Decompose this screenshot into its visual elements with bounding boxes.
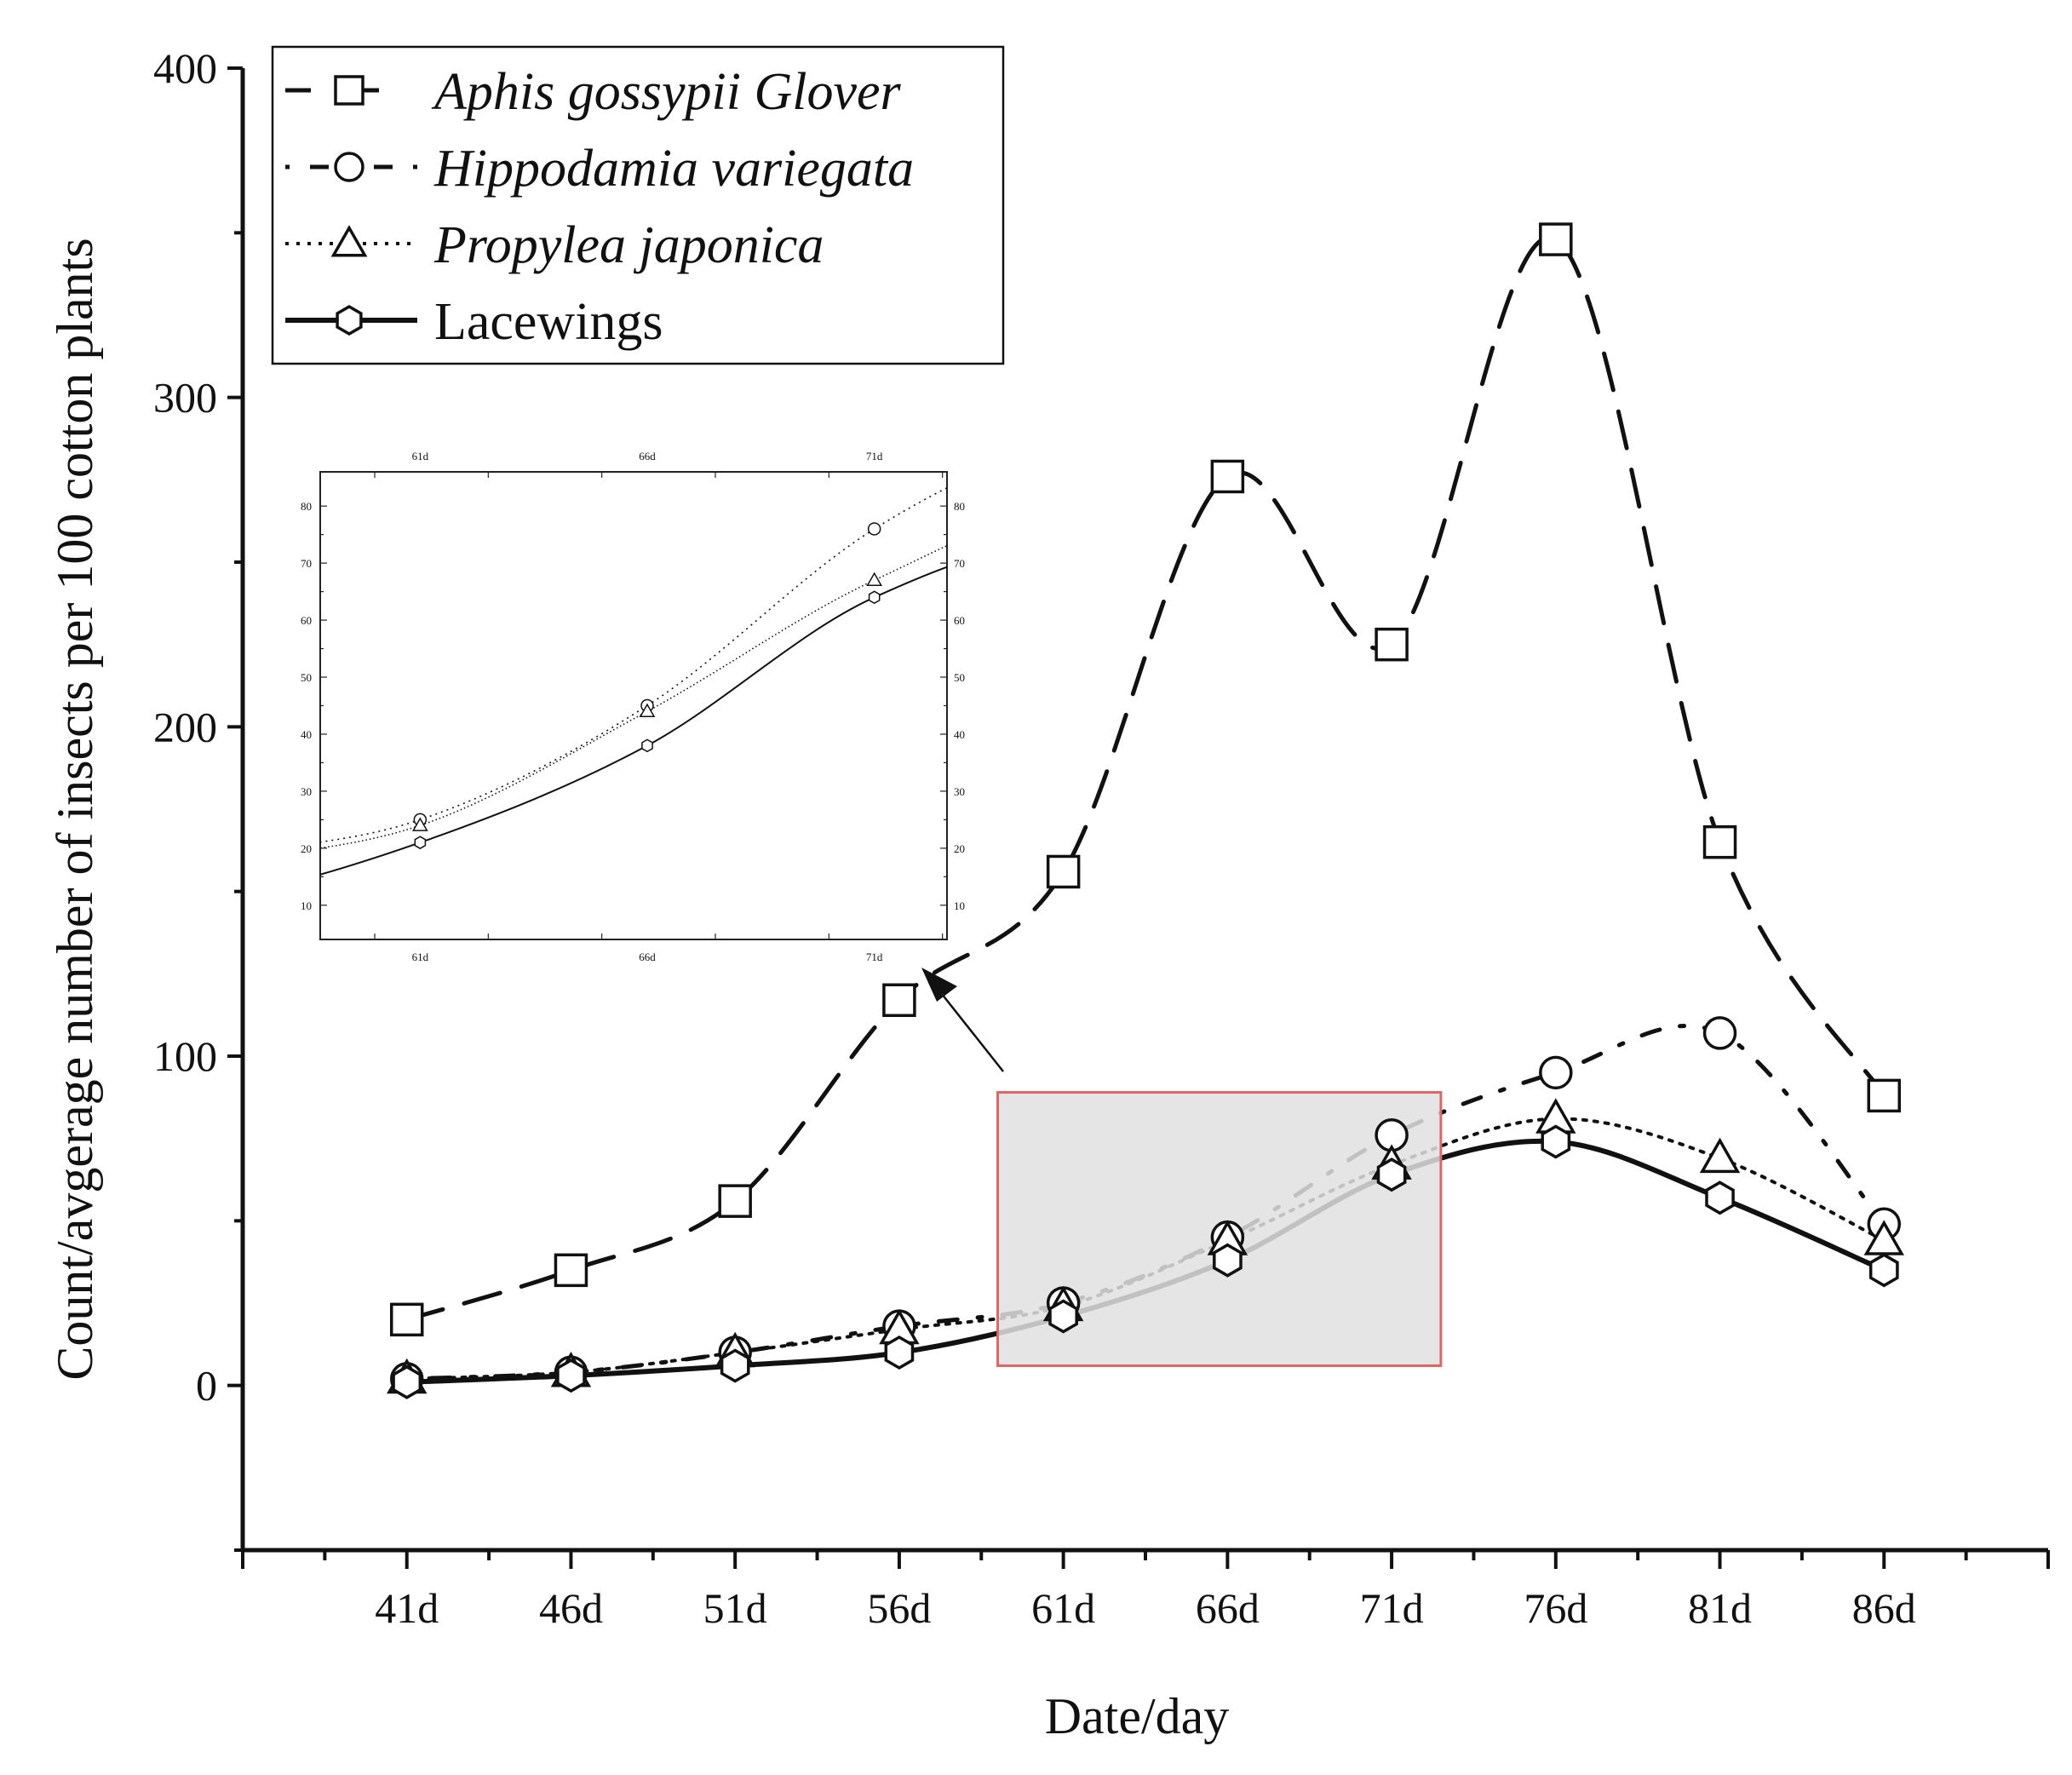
x-tick-label: 51d — [703, 1584, 767, 1632]
inset-point-propylea-japonica-61d — [411, 817, 428, 831]
inset-point-lacewings-71d — [868, 590, 881, 605]
x-tick-label: 56d — [867, 1584, 931, 1632]
inset-y-tick-label-right: 80 — [954, 500, 965, 513]
point-lacewings-46d — [556, 1359, 586, 1393]
inset-x-tick-label: 61d — [412, 951, 429, 963]
main-markers — [387, 222, 1904, 1399]
point-lacewings-66d — [1213, 1243, 1243, 1278]
x-tick-label: 71d — [1360, 1584, 1424, 1632]
legend-marker-hippodamia-variegata — [334, 152, 364, 182]
y-tick-label: 400 — [153, 44, 217, 92]
inset-point-propylea-japonica-66d — [639, 703, 656, 717]
inset-line-lacewings — [320, 566, 947, 876]
x-tick-label: 46d — [539, 1584, 603, 1632]
point-aphis-gossypii-glover-51d — [718, 1184, 752, 1218]
point-aphis-gossypii-glover-56d — [882, 983, 916, 1018]
point-lacewings-86d — [1868, 1253, 1899, 1288]
y-tick-label: 200 — [153, 703, 217, 750]
legend-label-lacewings: Lacewings — [434, 293, 663, 351]
arrow-shaft — [938, 989, 1004, 1072]
inset-x-tick-label: 66d — [639, 951, 656, 963]
zoom-arrow — [921, 968, 1004, 1072]
point-aphis-gossypii-glover-61d — [1046, 854, 1081, 889]
point-aphis-gossypii-glover-71d — [1375, 627, 1409, 662]
point-lacewings-71d — [1376, 1157, 1407, 1192]
point-lacewings-76d — [1541, 1124, 1571, 1159]
inset-point-lacewings-61d — [414, 836, 427, 850]
x-tick-label: 66d — [1196, 1584, 1260, 1632]
point-aphis-gossypii-glover-76d — [1539, 222, 1573, 256]
point-lacewings-51d — [720, 1348, 750, 1383]
inset-y-tick-label-right: 10 — [954, 899, 965, 912]
point-lacewings-41d — [392, 1364, 422, 1399]
inset-y-tick-label: 30 — [301, 785, 312, 798]
inset-curves — [320, 486, 947, 876]
inset-x-tick-label-top: 66d — [639, 450, 656, 462]
inset-y-tick-label: 60 — [301, 614, 312, 627]
point-lacewings-81d — [1705, 1180, 1735, 1215]
inset-y-tick-label: 40 — [301, 728, 312, 741]
x-tick-label: 61d — [1031, 1584, 1095, 1632]
inset-y-tick-label-right: 30 — [954, 785, 965, 798]
point-hippodamia-variegata-76d — [1539, 1055, 1573, 1090]
inset-point-lacewings-66d — [641, 738, 653, 753]
point-propylea-japonica-81d — [1699, 1137, 1741, 1174]
legend-marker-aphis-gossypii-glover — [334, 75, 364, 106]
inset-y-tick-label-right: 40 — [954, 728, 965, 741]
arrow-head — [921, 968, 957, 1002]
inset-y-tick-label: 70 — [301, 557, 312, 570]
inset-y-tick-label-right: 20 — [954, 842, 965, 855]
point-hippodamia-variegata-81d — [1702, 1016, 1737, 1050]
point-aphis-gossypii-glover-86d — [1867, 1078, 1902, 1113]
inset-y-tick-label: 80 — [301, 500, 312, 513]
point-aphis-gossypii-glover-46d — [554, 1253, 588, 1288]
inset-frame — [319, 471, 948, 940]
inset-y-tick-label: 10 — [301, 899, 312, 912]
zoom-inset: 10 10 20 20 30 30 40 40 50 50 60 60 70 70 80 80 61d 61d 66… — [301, 450, 965, 963]
inset-point-hippodamia-variegata-71d — [867, 522, 881, 536]
inset-y-tick-label-right: 60 — [954, 614, 965, 627]
legend-marker-propylea-japonica — [330, 225, 368, 257]
y-tick-label: 100 — [153, 1032, 217, 1080]
x-tick-label: 86d — [1852, 1584, 1916, 1632]
x-tick-label: 76d — [1524, 1584, 1587, 1632]
inset-y-tick-label-right: 70 — [954, 557, 965, 570]
y-tick-label: 300 — [153, 374, 217, 422]
y-tick-label: 0 — [196, 1362, 217, 1410]
inset-y-tick-label: 50 — [301, 671, 312, 684]
legend-marker-lacewings — [336, 304, 363, 336]
point-aphis-gossypii-glover-41d — [389, 1302, 424, 1337]
x-tick-label: 41d — [375, 1584, 439, 1632]
x-tick-label: 81d — [1688, 1584, 1752, 1632]
legend-label-hippodamia-variegata: Hippodamia variegata — [433, 140, 914, 198]
inset-x-tick-label: 71d — [866, 951, 883, 963]
y-axis-title: Count/avgerage number of insects per 100… — [47, 238, 103, 1380]
point-aphis-gossypii-glover-81d — [1702, 824, 1737, 859]
point-lacewings-56d — [884, 1335, 915, 1370]
inset-x-tick-label-top: 71d — [866, 450, 883, 462]
legend-box — [271, 45, 1005, 365]
legend-label-propylea-japonica: Propylea japonica — [433, 216, 824, 274]
point-aphis-gossypii-glover-66d — [1210, 459, 1245, 494]
series-line-propylea-japonica — [405, 1117, 1886, 1381]
x-axis-title: Date/day — [1045, 1688, 1230, 1744]
inset-x-tick-label-top: 61d — [412, 450, 429, 462]
inset-y-tick-label-right: 50 — [954, 671, 965, 684]
legend: Aphis gossypii Glover Hippodamia variegat… — [271, 45, 1005, 365]
point-lacewings-61d — [1048, 1299, 1078, 1334]
inset-line-propylea-japonica — [320, 544, 947, 849]
legend-label-aphis-gossypii-glover: Aphis gossypii Glover — [431, 63, 901, 121]
inset-y-tick-label: 20 — [301, 842, 312, 855]
main-axes: 0 100 200 300 400 41d 46d 51d 56d 61d 66d 71d 76d 81d… — [153, 44, 2050, 1632]
inset-point-propylea-japonica-71d — [866, 572, 883, 586]
